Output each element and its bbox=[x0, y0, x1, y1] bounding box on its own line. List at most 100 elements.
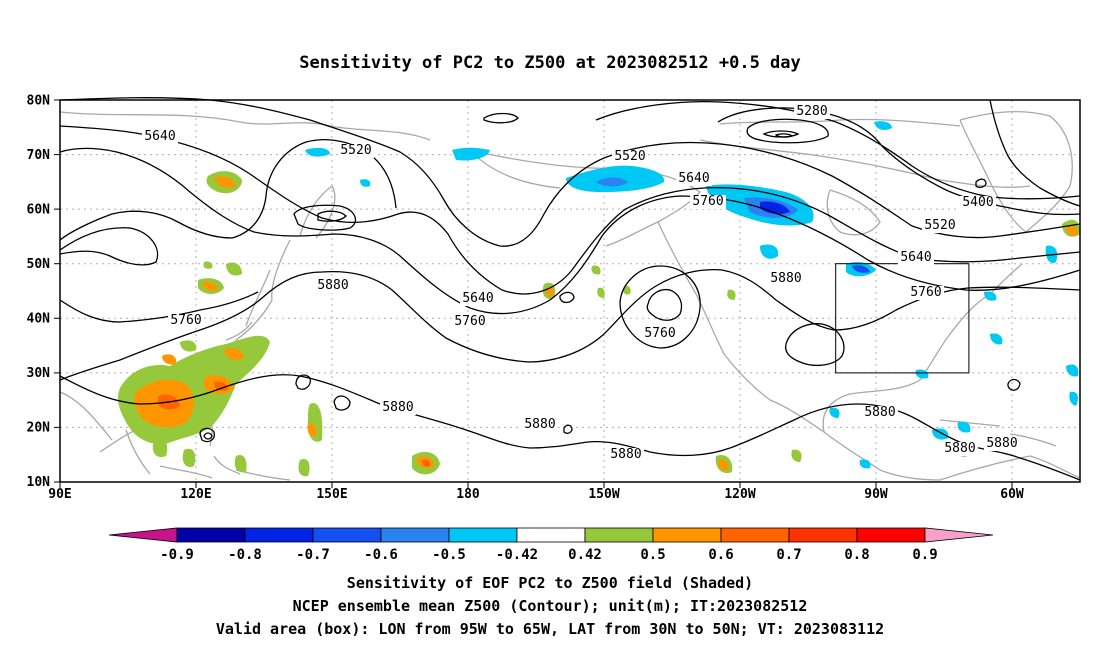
colorbar-tick-label: -0.5 bbox=[432, 547, 466, 563]
contour-label: 5760 bbox=[692, 194, 723, 209]
colorbar-cell bbox=[652, 527, 722, 543]
colorbar-tick-label: -0.9 bbox=[160, 547, 194, 563]
colorbar-tick-label: 0.42 bbox=[568, 547, 602, 563]
lon-label: 90E bbox=[48, 487, 71, 502]
contour-label-bg bbox=[142, 130, 178, 144]
contour-label: 5280 bbox=[796, 104, 827, 119]
contour-label: 5640 bbox=[462, 291, 493, 306]
contour-labels: 5280 5400 5520 5520 5520 5640 5640 5640 5640 5760… bbox=[142, 104, 1020, 462]
contour-label: 5520 bbox=[340, 143, 371, 158]
colorbar-cell bbox=[448, 527, 518, 543]
contour-label: 5640 bbox=[144, 129, 175, 144]
lat-label: 70N bbox=[27, 148, 51, 163]
axis-ticks bbox=[54, 99, 1013, 488]
colorbar-cell bbox=[788, 527, 858, 543]
contour-label: 5760 bbox=[644, 326, 675, 341]
lat-label: 20N bbox=[27, 421, 51, 436]
contour-label-bg bbox=[922, 219, 958, 233]
contour-label-bg bbox=[315, 279, 351, 293]
colorbar-cell bbox=[856, 527, 926, 543]
contour-label-bg bbox=[642, 327, 678, 341]
lat-label: 10N bbox=[27, 475, 51, 490]
contour-label-bg bbox=[522, 418, 558, 432]
contour-label-bg bbox=[676, 172, 712, 186]
colorbar-tick-label: -0.8 bbox=[228, 547, 262, 563]
contour-label: 5520 bbox=[924, 218, 955, 233]
lon-label: 150E bbox=[316, 487, 347, 502]
colorbar: -0.9 -0.8 -0.7 -0.6 -0.5 -0.42 0.42 0.5 0.6 0.7 0.… bbox=[108, 527, 994, 563]
contour-label: 5880 bbox=[382, 400, 413, 415]
caption-line: Sensitivity of EOF PC2 to Z500 field (Sh… bbox=[347, 574, 753, 592]
contour-label-bg bbox=[908, 286, 944, 300]
contour-label-bg bbox=[862, 406, 898, 420]
contour-label: 5520 bbox=[614, 149, 645, 164]
colorbar-cell bbox=[176, 527, 246, 543]
colorbar-tick-label: 0.7 bbox=[776, 547, 801, 563]
contour-label-bg bbox=[960, 196, 996, 210]
lat-label: 80N bbox=[27, 94, 51, 109]
contour-label-bg bbox=[690, 195, 726, 209]
colorbar-tick-label: 0.9 bbox=[912, 547, 937, 563]
lon-label: 150W bbox=[588, 487, 619, 502]
lon-label: 180 bbox=[456, 487, 480, 502]
colorbar-tick-label: -0.42 bbox=[496, 547, 538, 563]
lon-label: 120E bbox=[180, 487, 211, 502]
contour-label: 5760 bbox=[170, 313, 201, 328]
lon-label: 120W bbox=[724, 487, 755, 502]
colorbar-tick-label: 0.5 bbox=[640, 547, 665, 563]
contour-label: 5760 bbox=[910, 285, 941, 300]
contour-label: 5880 bbox=[944, 441, 975, 456]
colorbar-tick-label: 0.6 bbox=[708, 547, 733, 563]
colorbar-tick-label: -0.7 bbox=[296, 547, 330, 563]
contour-label: 5880 bbox=[986, 436, 1017, 451]
lat-label: 40N bbox=[27, 312, 51, 327]
colorbar-tick-label: -0.6 bbox=[364, 547, 398, 563]
contour-label-bg bbox=[942, 442, 978, 456]
colorbar-tick-label: 0.8 bbox=[844, 547, 869, 563]
lon-axis-labels: 90E 120E 150E 180 150W 120W 90W 60W bbox=[48, 487, 1024, 502]
colorbar-high-end bbox=[924, 527, 994, 543]
colorbar-cell bbox=[584, 527, 654, 543]
lon-label: 90W bbox=[864, 487, 888, 502]
contour-label-bg bbox=[794, 105, 830, 119]
contour-label-bg bbox=[612, 150, 648, 164]
caption-line: NCEP ensemble mean Z500 (Contour); unit(… bbox=[293, 597, 808, 615]
contour-label: 5760 bbox=[454, 314, 485, 329]
contour-label: 5880 bbox=[610, 447, 641, 462]
lon-label: 60W bbox=[1000, 487, 1024, 502]
sensitivity-shading bbox=[118, 121, 1080, 477]
figure-title: Sensitivity of PC2 to Z500 at 2023082512… bbox=[299, 53, 801, 73]
contour-label-bg bbox=[168, 314, 204, 328]
colorbar-cell bbox=[516, 527, 586, 543]
caption: Sensitivity of EOF PC2 to Z500 field (Sh… bbox=[216, 574, 884, 638]
contour-label-bg bbox=[380, 401, 416, 415]
contour-label-bg bbox=[768, 272, 804, 286]
contour-label-bg bbox=[984, 437, 1020, 451]
contour-label-bg bbox=[452, 315, 488, 329]
colorbar-cell bbox=[312, 527, 382, 543]
colorbar-cell bbox=[380, 527, 450, 543]
caption-line: Valid area (box): LON from 95W to 65W, L… bbox=[216, 620, 884, 638]
contour-label-bg bbox=[898, 251, 934, 265]
lat-label: 30N bbox=[27, 366, 51, 381]
contour-label: 5880 bbox=[770, 271, 801, 286]
lat-label: 60N bbox=[27, 203, 51, 218]
contour-label: 5640 bbox=[900, 250, 931, 265]
colorbar-cells bbox=[108, 527, 994, 543]
contour-label-bg bbox=[608, 448, 644, 462]
contour-label: 5640 bbox=[678, 171, 709, 186]
contour-label: 5880 bbox=[317, 278, 348, 293]
map-panel: 5280 5400 5520 5520 5520 5640 5640 5640 5640 5760… bbox=[59, 97, 1081, 483]
contour-label: 5400 bbox=[962, 195, 993, 210]
contour-label-bg bbox=[460, 292, 496, 306]
contour-label: 5880 bbox=[524, 417, 555, 432]
colorbar-cell bbox=[720, 527, 790, 543]
contour-label: 5880 bbox=[864, 405, 895, 420]
lat-label: 50N bbox=[27, 257, 51, 272]
map-frame bbox=[59, 99, 1081, 483]
colorbar-cell bbox=[244, 527, 314, 543]
colorbar-low-end bbox=[108, 527, 178, 543]
contour-label-bg bbox=[338, 144, 374, 158]
lat-axis-labels: 80N 70N 60N 50N 40N 30N 20N 10N bbox=[27, 94, 51, 491]
